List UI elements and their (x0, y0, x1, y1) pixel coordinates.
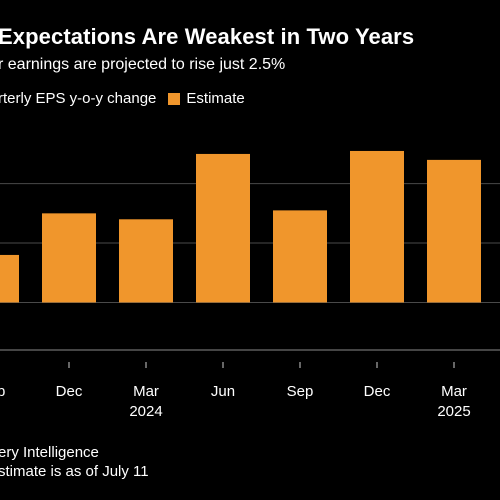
legend: rterly EPS y-o-y change Estimate (0, 90, 245, 107)
x-tick-label-1: Dec (56, 383, 83, 400)
bar-mar-2 (119, 219, 173, 303)
x-year-label-6: 2025 (437, 403, 470, 420)
footer-source: ery Intelligence (0, 444, 99, 461)
footer-note: stimate is as of July 11 (0, 463, 149, 480)
chart-title: Expectations Are Weakest in Two Years (0, 24, 415, 49)
x-tick-label-5: Dec (364, 383, 391, 400)
x-tick-label-4: Sep (287, 383, 314, 400)
x-tick-label-6: Mar (441, 383, 467, 400)
legend-estimate-label: Estimate (186, 90, 245, 107)
legend-series-label: rterly EPS y-o-y change (0, 90, 157, 107)
chart-subtitle: r earnings are projected to rise just 2.… (0, 56, 286, 73)
x-year-label-2: 2024 (129, 403, 162, 420)
bar-mar-6 (427, 159, 481, 303)
bar-dec-1 (42, 213, 96, 303)
bar-jun-3 (196, 153, 250, 303)
bar-sep-4 (273, 210, 327, 303)
legend-estimate-swatch (168, 92, 181, 105)
x-tick-label-2: Mar (133, 383, 159, 400)
bar-dec-5 (350, 150, 404, 303)
x-tick-label-0: Sep (0, 383, 5, 400)
x-tick-label-3: Jun (211, 383, 235, 400)
bar-sep-0 (0, 254, 19, 303)
